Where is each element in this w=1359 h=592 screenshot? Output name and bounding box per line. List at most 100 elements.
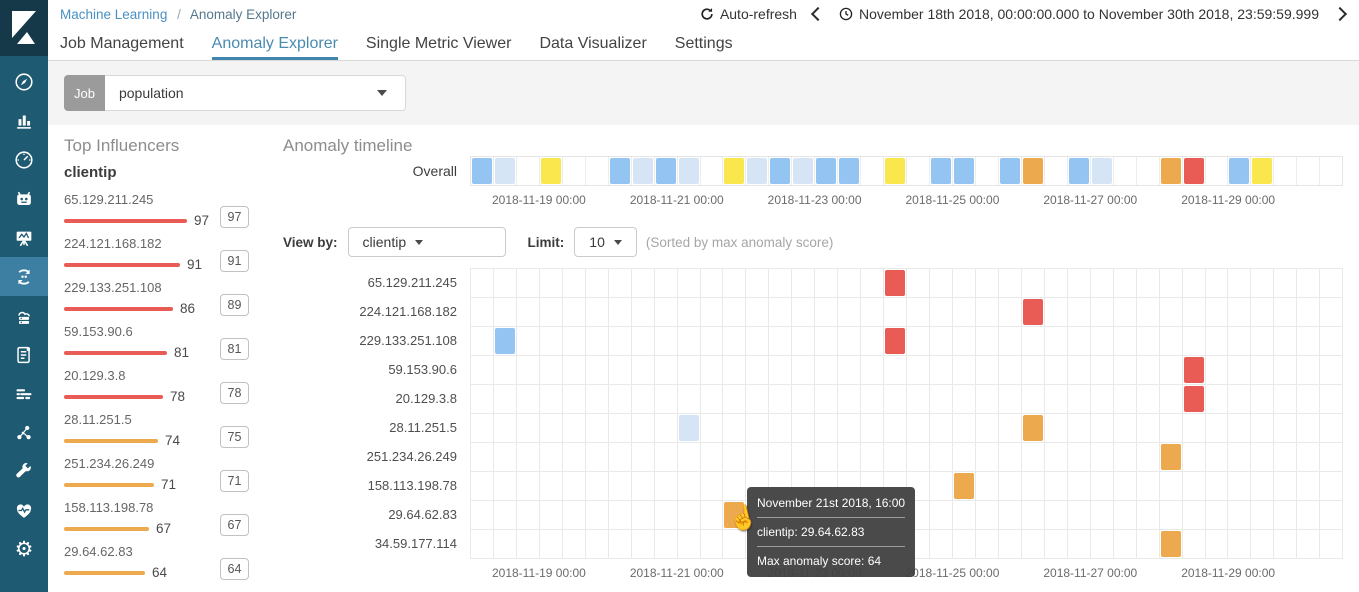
swimlane-cell[interactable] bbox=[1297, 472, 1321, 501]
swimlane-cell[interactable] bbox=[677, 356, 701, 385]
tab-job-management[interactable]: Job Management bbox=[60, 35, 184, 52]
swimlane-cell[interactable] bbox=[884, 443, 908, 472]
overall-swimlane-cell[interactable] bbox=[1274, 157, 1298, 185]
swimlane-cell[interactable] bbox=[493, 472, 517, 501]
swimlane-cell[interactable] bbox=[723, 356, 747, 385]
overall-swimlane-cell[interactable] bbox=[953, 157, 976, 185]
swimlane-cell[interactable] bbox=[815, 298, 839, 327]
overall-swimlane-cell[interactable] bbox=[1320, 157, 1342, 185]
influencer-score-badge[interactable]: 89 bbox=[220, 294, 249, 316]
swimlane-cell[interactable] bbox=[539, 414, 563, 443]
swimlane-cell[interactable] bbox=[746, 269, 770, 298]
swimlane-cell[interactable] bbox=[562, 298, 586, 327]
swimlane-cell[interactable] bbox=[1228, 356, 1252, 385]
influencer-score-badge[interactable]: 71 bbox=[220, 470, 249, 492]
overall-swimlane-cell[interactable] bbox=[1137, 157, 1160, 185]
swimlane-cell[interactable] bbox=[493, 414, 517, 443]
swimlane-cell[interactable] bbox=[1021, 298, 1045, 327]
swimlane-cell[interactable] bbox=[700, 356, 724, 385]
swimlane-cell[interactable] bbox=[1113, 472, 1137, 501]
time-range-prev-chevron-icon[interactable] bbox=[810, 6, 826, 22]
swimlane-cell[interactable] bbox=[1228, 298, 1252, 327]
swimlane-cell[interactable] bbox=[608, 327, 632, 356]
machine-learning-icon[interactable] bbox=[0, 257, 48, 296]
swimlane-cell[interactable] bbox=[975, 501, 999, 530]
swimlane-cell[interactable] bbox=[539, 472, 563, 501]
swimlane-cell[interactable] bbox=[1044, 501, 1068, 530]
swimlane-cell[interactable] bbox=[861, 269, 885, 298]
swimlane-cell[interactable] bbox=[654, 385, 678, 414]
swimlane-cell[interactable] bbox=[654, 356, 678, 385]
swimlane-cell[interactable] bbox=[677, 501, 701, 530]
overall-swimlane-cell[interactable] bbox=[999, 157, 1022, 185]
infrastructure-icon[interactable] bbox=[0, 296, 48, 335]
swimlane-cell[interactable] bbox=[746, 327, 770, 356]
swimlane-cell[interactable] bbox=[884, 356, 908, 385]
dashboard-gauge-icon[interactable] bbox=[0, 140, 48, 179]
swimlane-cell[interactable] bbox=[516, 414, 540, 443]
swimlane-cell[interactable] bbox=[930, 327, 954, 356]
swimlane-cell[interactable] bbox=[769, 327, 793, 356]
swimlane-cell[interactable] bbox=[1274, 385, 1298, 414]
swimlane-cell[interactable] bbox=[838, 443, 862, 472]
swimlane-cell[interactable] bbox=[1320, 327, 1344, 356]
swimlane-cell[interactable] bbox=[792, 385, 816, 414]
swimlane-cell[interactable] bbox=[1274, 501, 1298, 530]
swimlane-cell[interactable] bbox=[1182, 501, 1206, 530]
swimlane-cell[interactable] bbox=[1021, 443, 1045, 472]
swimlane-cell[interactable] bbox=[930, 443, 954, 472]
swimlane-cell[interactable] bbox=[792, 356, 816, 385]
overall-swimlane-cell[interactable] bbox=[1206, 157, 1229, 185]
swimlane-cell[interactable] bbox=[1067, 414, 1091, 443]
swimlane-cell[interactable] bbox=[1044, 443, 1068, 472]
swimlane-cell[interactable] bbox=[998, 356, 1022, 385]
swimlane-cell[interactable] bbox=[654, 501, 678, 530]
swimlane-cell[interactable] bbox=[654, 530, 678, 559]
swimlane-cell[interactable] bbox=[861, 414, 885, 443]
swimlane-cell[interactable] bbox=[998, 327, 1022, 356]
swimlane-cell[interactable] bbox=[723, 327, 747, 356]
swimlane-cell[interactable] bbox=[1228, 530, 1252, 559]
swimlane-cell[interactable] bbox=[815, 443, 839, 472]
swimlane-cell[interactable] bbox=[769, 356, 793, 385]
swimlane-cell[interactable] bbox=[471, 356, 494, 385]
swimlane-cell[interactable] bbox=[1274, 472, 1298, 501]
swimlane-cell[interactable] bbox=[930, 385, 954, 414]
swimlane-cell[interactable] bbox=[654, 472, 678, 501]
swimlane-cell[interactable] bbox=[1274, 414, 1298, 443]
swimlane-cell[interactable] bbox=[471, 269, 494, 298]
swimlane-cell[interactable] bbox=[861, 298, 885, 327]
swimlane-cell[interactable] bbox=[723, 472, 747, 501]
swimlane-cell[interactable] bbox=[838, 298, 862, 327]
time-range-picker[interactable]: November 18th 2018, 00:00:00.000 to Nove… bbox=[839, 6, 1319, 22]
swimlane-cell[interactable] bbox=[1113, 298, 1137, 327]
swimlane-cell[interactable] bbox=[700, 269, 724, 298]
swimlane-cell[interactable] bbox=[953, 443, 976, 472]
overall-swimlane-cell[interactable] bbox=[678, 157, 701, 185]
swimlane-cell[interactable] bbox=[516, 298, 540, 327]
swimlane-cell[interactable] bbox=[654, 327, 678, 356]
swimlane-cell[interactable] bbox=[1274, 530, 1298, 559]
swimlane-cell[interactable] bbox=[1021, 356, 1045, 385]
swimlane-cell[interactable] bbox=[700, 443, 724, 472]
swimlane-cell[interactable] bbox=[907, 443, 931, 472]
swimlane-cell[interactable] bbox=[1297, 269, 1321, 298]
swimlane-cell[interactable] bbox=[838, 327, 862, 356]
swimlane-cell[interactable] bbox=[562, 414, 586, 443]
discover-compass-icon[interactable] bbox=[0, 62, 48, 101]
swimlane-cell[interactable] bbox=[884, 327, 908, 356]
swimlane-cell[interactable] bbox=[815, 414, 839, 443]
swimlane-cell[interactable] bbox=[516, 385, 540, 414]
swimlane-cell[interactable] bbox=[1205, 414, 1229, 443]
swimlane-cell[interactable] bbox=[930, 269, 954, 298]
swimlane-cell[interactable] bbox=[585, 414, 609, 443]
swimlane-cell[interactable] bbox=[723, 414, 747, 443]
swimlane-cell[interactable] bbox=[1274, 356, 1298, 385]
overall-swimlane-cell[interactable] bbox=[701, 157, 724, 185]
overall-swimlane-cell[interactable] bbox=[540, 157, 563, 185]
swimlane-cell[interactable] bbox=[815, 356, 839, 385]
swimlane-cell[interactable] bbox=[1113, 501, 1137, 530]
swimlane-cell[interactable] bbox=[998, 298, 1022, 327]
swimlane-cell[interactable] bbox=[1159, 472, 1183, 501]
overall-swimlane-cell[interactable] bbox=[1183, 157, 1206, 185]
